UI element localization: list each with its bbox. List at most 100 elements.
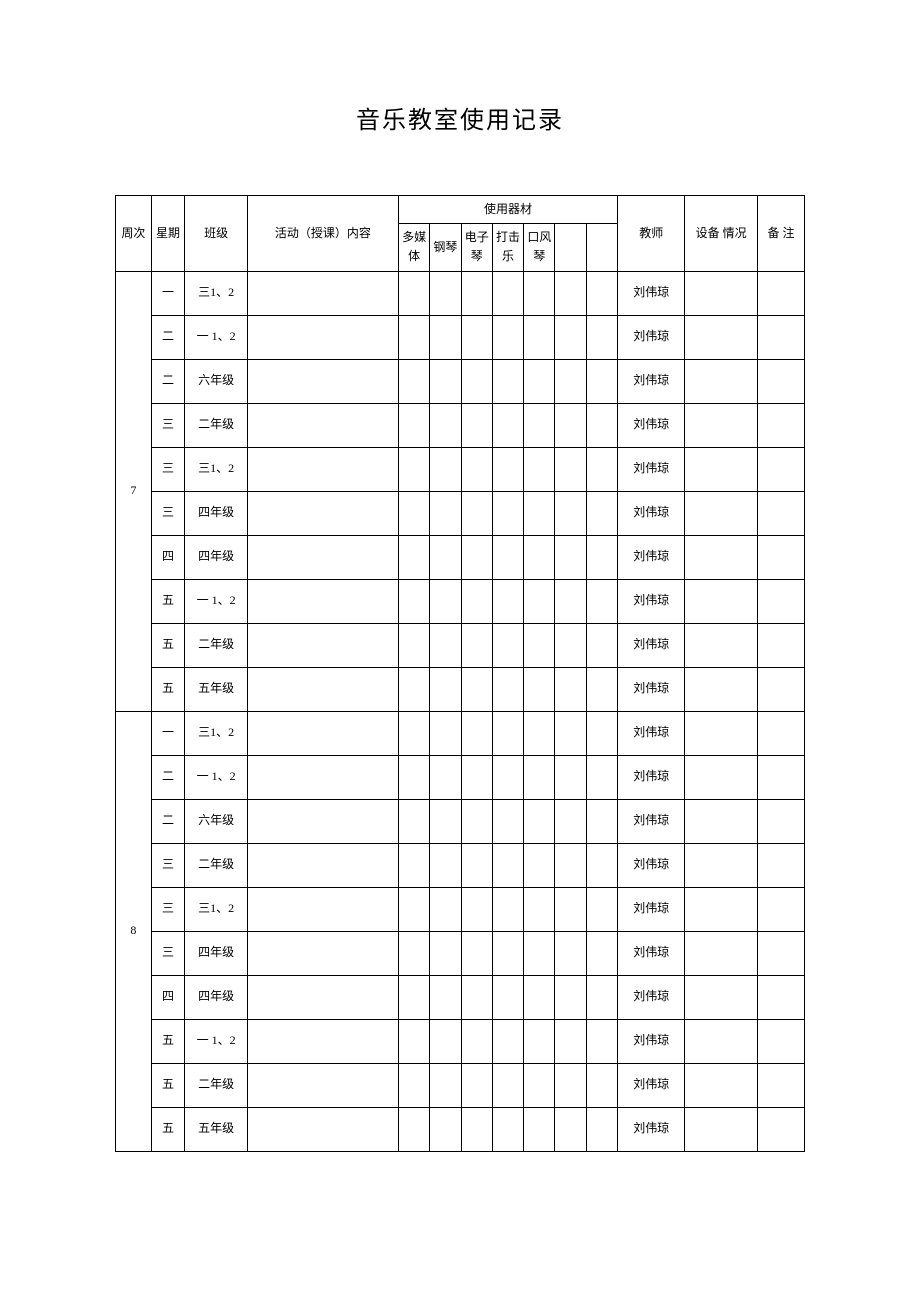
cell-status [685, 975, 758, 1019]
cell-status [685, 403, 758, 447]
cell-activity [247, 271, 398, 315]
cell-equipment [524, 271, 555, 315]
header-day: 星期 [151, 196, 185, 272]
cell-equipment [524, 359, 555, 403]
cell-activity [247, 447, 398, 491]
table-header: 周次 星期 班级 活动（授课）内容 使用器材 教师 设备 情况 备 注 多媒体 … [116, 196, 805, 272]
cell-status [685, 1063, 758, 1107]
cell-equipment [398, 623, 429, 667]
cell-class: 二年级 [185, 1063, 248, 1107]
cell-class: 二年级 [185, 843, 248, 887]
cell-equipment [555, 711, 586, 755]
cell-equipment [461, 843, 492, 887]
cell-equipment [430, 799, 461, 843]
cell-activity [247, 1107, 398, 1151]
cell-equipment [492, 447, 523, 491]
table-row: 三二年级刘伟琼 [116, 403, 805, 447]
cell-equipment [398, 975, 429, 1019]
table-row: 五五年级刘伟琼 [116, 1107, 805, 1151]
cell-teacher: 刘伟琼 [618, 975, 685, 1019]
header-week: 周次 [116, 196, 152, 272]
cell-equipment [430, 491, 461, 535]
cell-equipment [461, 535, 492, 579]
cell-status [685, 931, 758, 975]
cell-note [757, 1063, 804, 1107]
cell-equipment [398, 359, 429, 403]
cell-equipment [430, 843, 461, 887]
cell-equipment [524, 623, 555, 667]
cell-day: 二 [151, 799, 185, 843]
header-equipment-6 [586, 224, 617, 271]
cell-activity [247, 403, 398, 447]
cell-equipment [430, 755, 461, 799]
cell-equipment [586, 271, 617, 315]
cell-equipment [586, 579, 617, 623]
cell-note [757, 711, 804, 755]
header-equipment-1: 钢琴 [430, 224, 461, 271]
cell-equipment [555, 271, 586, 315]
cell-equipment [555, 799, 586, 843]
cell-equipment [555, 843, 586, 887]
cell-equipment [461, 1107, 492, 1151]
cell-activity [247, 799, 398, 843]
cell-equipment [524, 1063, 555, 1107]
cell-status [685, 667, 758, 711]
cell-day: 五 [151, 1063, 185, 1107]
cell-equipment [524, 667, 555, 711]
table-row: 五二年级刘伟琼 [116, 1063, 805, 1107]
cell-equipment [524, 1019, 555, 1063]
cell-equipment [524, 447, 555, 491]
cell-equipment [524, 711, 555, 755]
header-equipment-0: 多媒体 [398, 224, 429, 271]
cell-class: 一 1、2 [185, 1019, 248, 1063]
cell-equipment [398, 843, 429, 887]
cell-equipment [461, 799, 492, 843]
cell-equipment [586, 623, 617, 667]
cell-day: 三 [151, 403, 185, 447]
cell-class: 四年级 [185, 975, 248, 1019]
cell-equipment [430, 315, 461, 359]
cell-teacher: 刘伟琼 [618, 447, 685, 491]
cell-note [757, 755, 804, 799]
cell-equipment [524, 403, 555, 447]
header-teacher: 教师 [618, 196, 685, 272]
cell-status [685, 1019, 758, 1063]
cell-equipment [461, 271, 492, 315]
cell-note [757, 579, 804, 623]
cell-equipment [492, 579, 523, 623]
cell-activity [247, 1063, 398, 1107]
cell-equipment [398, 491, 429, 535]
cell-equipment [492, 711, 523, 755]
cell-note [757, 359, 804, 403]
cell-equipment [555, 491, 586, 535]
cell-class: 五年级 [185, 1107, 248, 1151]
cell-equipment [492, 843, 523, 887]
header-status: 设备 情况 [685, 196, 758, 272]
cell-teacher: 刘伟琼 [618, 315, 685, 359]
cell-equipment [430, 447, 461, 491]
cell-status [685, 447, 758, 491]
cell-equipment [430, 711, 461, 755]
usage-record-table: 周次 星期 班级 活动（授课）内容 使用器材 教师 设备 情况 备 注 多媒体 … [115, 195, 805, 1152]
cell-status [685, 315, 758, 359]
cell-equipment [461, 1063, 492, 1107]
cell-equipment [461, 403, 492, 447]
cell-teacher: 刘伟琼 [618, 843, 685, 887]
cell-equipment [398, 887, 429, 931]
cell-equipment [555, 359, 586, 403]
cell-day: 一 [151, 711, 185, 755]
header-equipment-5 [555, 224, 586, 271]
cell-equipment [555, 447, 586, 491]
cell-day: 一 [151, 271, 185, 315]
cell-activity [247, 843, 398, 887]
cell-equipment [586, 1063, 617, 1107]
cell-status [685, 1107, 758, 1151]
header-equipment-3: 打击乐 [492, 224, 523, 271]
cell-week: 7 [116, 271, 152, 711]
cell-equipment [586, 535, 617, 579]
cell-note [757, 1107, 804, 1151]
cell-equipment [398, 1019, 429, 1063]
cell-day: 五 [151, 1107, 185, 1151]
cell-day: 三 [151, 491, 185, 535]
cell-equipment [398, 755, 429, 799]
